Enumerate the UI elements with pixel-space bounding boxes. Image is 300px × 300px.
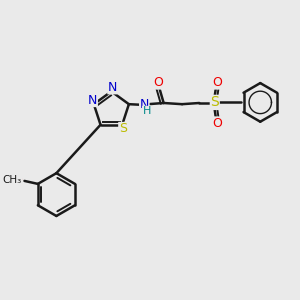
Text: O: O — [212, 117, 222, 130]
Text: H: H — [142, 106, 151, 116]
Text: O: O — [153, 76, 163, 89]
Text: S: S — [210, 95, 219, 110]
Text: O: O — [212, 76, 222, 89]
Text: O: O — [13, 173, 22, 187]
Text: N: N — [140, 98, 149, 111]
Text: CH₃: CH₃ — [3, 175, 22, 185]
Text: S: S — [119, 122, 127, 135]
Text: N: N — [88, 94, 97, 106]
Text: N: N — [108, 81, 117, 94]
